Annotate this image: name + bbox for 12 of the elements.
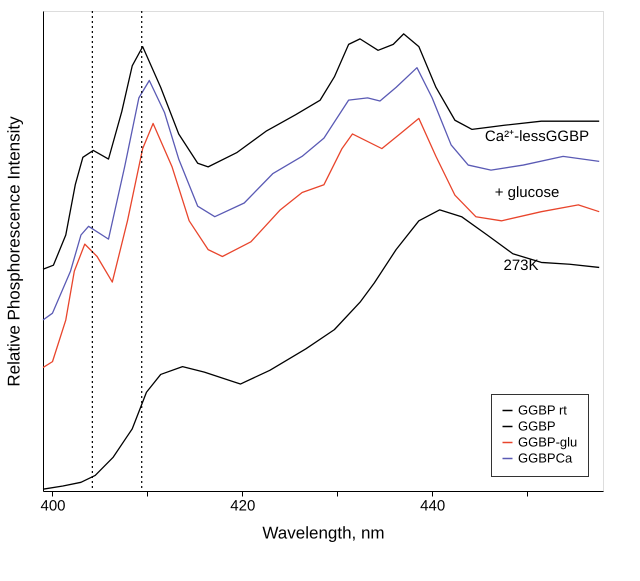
x-tick-label: 400 [40, 498, 66, 514]
x-axis-title: Wavelength, nm [262, 524, 385, 542]
legend-label: GGBPCa [518, 450, 573, 466]
legend-label: GGBP [518, 418, 556, 434]
legend-label: GGBP-glu [518, 434, 578, 450]
y-axis-title: Relative Phosphorescence Intensity [4, 116, 24, 387]
annotation: Ca²⁺-lessGGBP [484, 128, 590, 145]
annotation: + glucose [494, 184, 560, 201]
x-tick-label: 420 [230, 498, 256, 514]
x-tick-label: 440 [420, 498, 446, 514]
legend-label: GGBP rt [518, 402, 568, 418]
annotation: 273K [503, 257, 539, 274]
